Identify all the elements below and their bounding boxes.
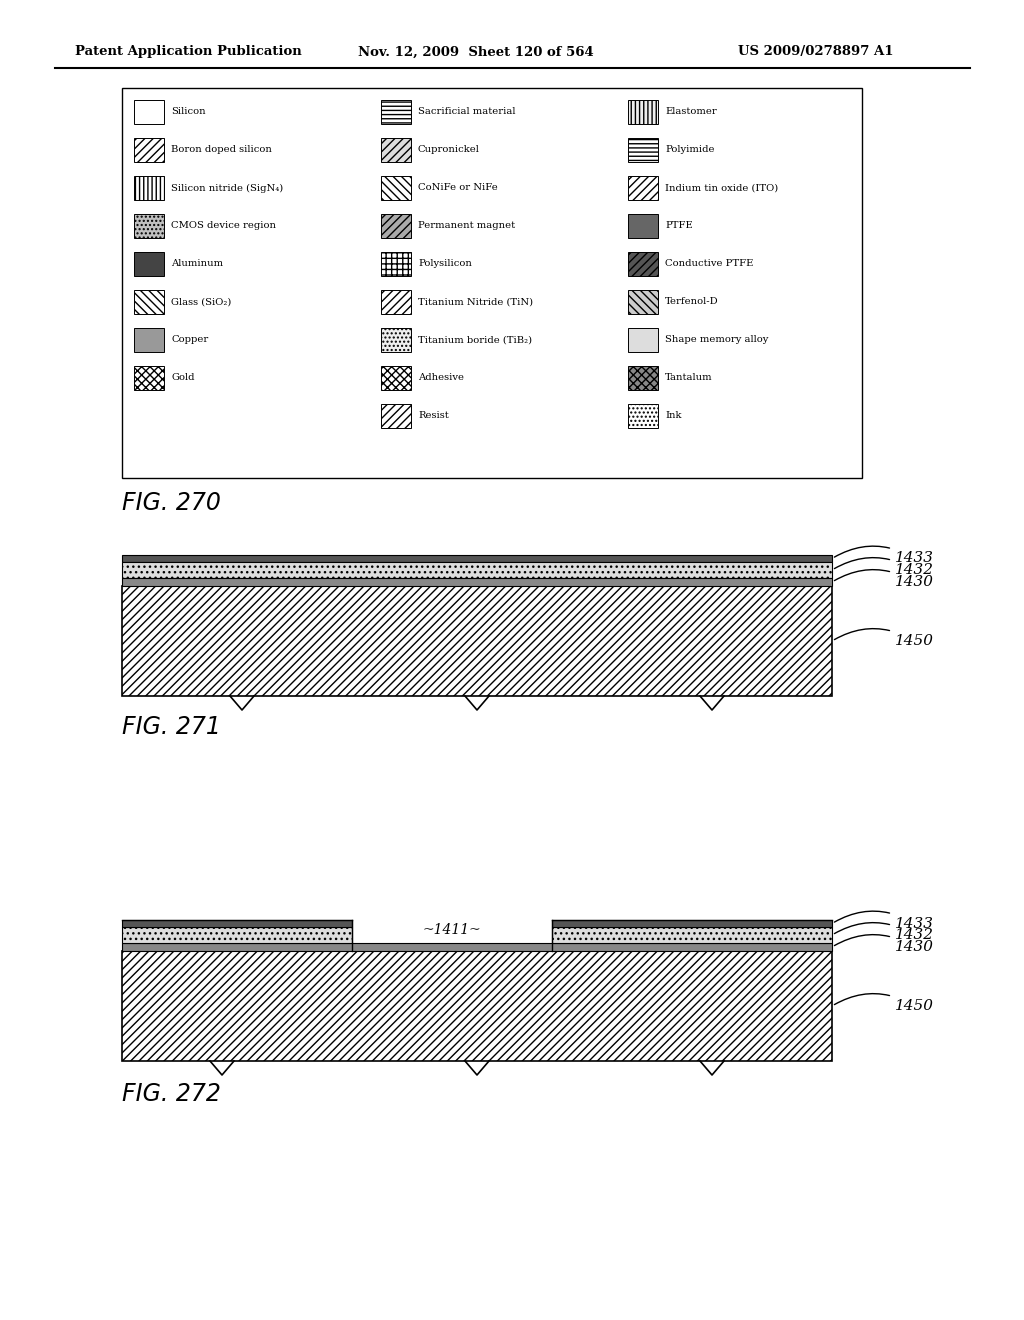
Bar xyxy=(628,214,658,238)
Bar xyxy=(134,214,164,238)
Bar xyxy=(381,290,411,314)
Text: 1430: 1430 xyxy=(835,935,934,954)
Bar xyxy=(122,562,831,578)
Bar xyxy=(134,290,164,314)
Bar xyxy=(134,366,164,389)
Text: Elastomer: Elastomer xyxy=(665,107,717,116)
Text: Tantalum: Tantalum xyxy=(665,374,713,383)
Text: 1433: 1433 xyxy=(835,911,934,931)
Bar xyxy=(381,366,411,389)
Bar xyxy=(381,327,411,352)
Text: CMOS device region: CMOS device region xyxy=(171,222,276,231)
Text: 1432: 1432 xyxy=(835,557,934,577)
Text: FIG. 270: FIG. 270 xyxy=(122,491,221,515)
Text: Copper: Copper xyxy=(171,335,208,345)
Text: Boron doped silicon: Boron doped silicon xyxy=(171,145,272,154)
Text: Silicon nitride (SigN₄): Silicon nitride (SigN₄) xyxy=(171,183,284,193)
Text: Conductive PTFE: Conductive PTFE xyxy=(665,260,754,268)
Text: Ink: Ink xyxy=(665,412,682,421)
Bar xyxy=(628,290,658,314)
Bar xyxy=(628,252,658,276)
Bar xyxy=(381,139,411,162)
Text: Polysilicon: Polysilicon xyxy=(418,260,472,268)
Bar xyxy=(122,927,352,942)
Bar xyxy=(381,100,411,124)
Text: CoNiFe or NiFe: CoNiFe or NiFe xyxy=(418,183,498,193)
Text: Terfenol-D: Terfenol-D xyxy=(665,297,719,306)
Bar xyxy=(628,404,658,428)
Text: FIG. 271: FIG. 271 xyxy=(122,715,221,739)
Text: Adhesive: Adhesive xyxy=(418,374,464,383)
Text: Sacrificial material: Sacrificial material xyxy=(418,107,515,116)
Bar xyxy=(628,100,658,124)
Text: Aluminum: Aluminum xyxy=(171,260,223,268)
Text: 1450: 1450 xyxy=(835,994,934,1012)
Bar xyxy=(122,578,831,586)
Text: 1450: 1450 xyxy=(835,628,934,648)
Bar xyxy=(122,586,831,696)
Bar xyxy=(122,942,831,950)
Bar xyxy=(552,920,831,927)
Text: Shape memory alloy: Shape memory alloy xyxy=(665,335,768,345)
Bar xyxy=(628,366,658,389)
Bar xyxy=(134,252,164,276)
Text: 1430: 1430 xyxy=(835,570,934,589)
Text: Resist: Resist xyxy=(418,412,449,421)
Bar xyxy=(381,252,411,276)
Text: Silicon: Silicon xyxy=(171,107,206,116)
Bar xyxy=(122,554,831,562)
Text: Glass (SiO₂): Glass (SiO₂) xyxy=(171,297,231,306)
Text: Nov. 12, 2009  Sheet 120 of 564: Nov. 12, 2009 Sheet 120 of 564 xyxy=(358,45,594,58)
Text: Polyimide: Polyimide xyxy=(665,145,715,154)
Bar xyxy=(134,176,164,201)
Text: Indium tin oxide (ITO): Indium tin oxide (ITO) xyxy=(665,183,778,193)
Bar xyxy=(381,176,411,201)
Text: US 2009/0278897 A1: US 2009/0278897 A1 xyxy=(738,45,894,58)
Bar xyxy=(134,327,164,352)
Bar xyxy=(122,950,831,1061)
Text: Gold: Gold xyxy=(171,374,195,383)
Bar xyxy=(122,920,352,927)
Text: Titanium boride (TiB₂): Titanium boride (TiB₂) xyxy=(418,335,532,345)
Bar xyxy=(381,404,411,428)
Bar xyxy=(628,139,658,162)
Text: Patent Application Publication: Patent Application Publication xyxy=(75,45,302,58)
Text: Permanent magnet: Permanent magnet xyxy=(418,222,515,231)
Text: Titanium Nitride (TiN): Titanium Nitride (TiN) xyxy=(418,297,534,306)
Text: PTFE: PTFE xyxy=(665,222,693,231)
Text: 1433: 1433 xyxy=(835,546,934,565)
Text: FIG. 272: FIG. 272 xyxy=(122,1082,221,1106)
Bar xyxy=(134,100,164,124)
Text: 1432: 1432 xyxy=(835,923,934,942)
Bar xyxy=(381,214,411,238)
Bar xyxy=(122,88,862,478)
Bar xyxy=(134,139,164,162)
Bar xyxy=(628,327,658,352)
Bar xyxy=(552,927,831,942)
Bar xyxy=(628,176,658,201)
Text: Cupronickel: Cupronickel xyxy=(418,145,480,154)
Text: ~1411~: ~1411~ xyxy=(423,923,481,937)
